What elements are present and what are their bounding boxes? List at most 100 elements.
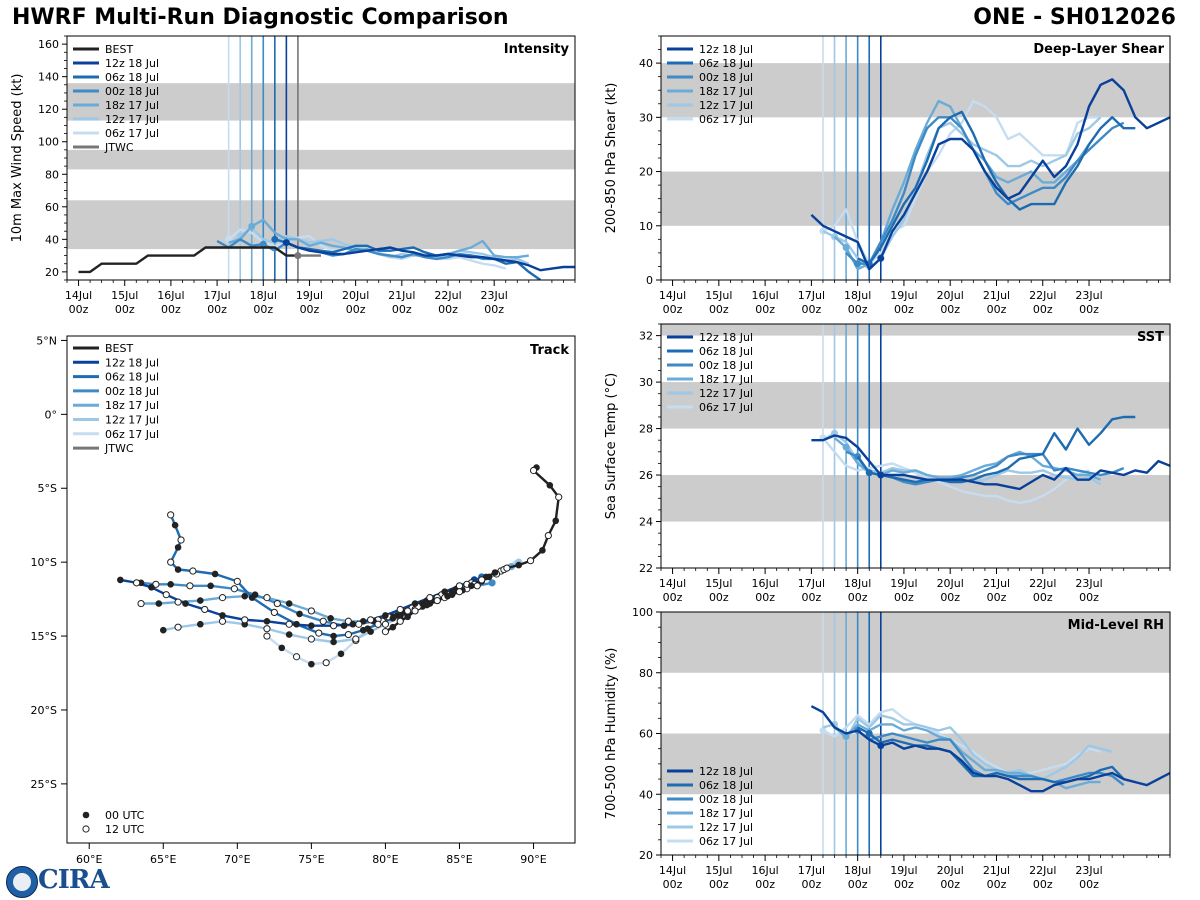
track-xtick-label: 90°E <box>520 853 546 866</box>
track-xtick-label: 60°E <box>76 853 102 866</box>
track-marker-12utc <box>426 594 434 602</box>
shear-xtick-label-day: 15Jul <box>705 289 732 302</box>
shear-xtick-label-day: 18Jul <box>844 289 871 302</box>
shear-ytick-label: 30 <box>639 111 653 124</box>
sst-xtick-label-hour: 00z <box>1079 591 1099 604</box>
track-marker-00utc <box>308 622 315 630</box>
intensity-init-point-12z-18-jul <box>282 239 290 247</box>
rh-xtick-label-day: 21Jul <box>983 864 1010 877</box>
shear-xtick-label-day: 23Jul <box>1075 289 1102 302</box>
intensity-ylabel: 10m Max Wind Speed (kt) <box>10 74 25 243</box>
sst-xtick-label-day: 19Jul <box>890 577 917 590</box>
track-marker-12utc <box>292 653 301 661</box>
track-marker-12utc <box>526 557 535 565</box>
track-ytick-label: 0° <box>45 408 58 421</box>
intensity-xtick-label-day: 19Jul <box>296 289 323 302</box>
track-marker-00utc <box>404 613 411 621</box>
sst-title: SST <box>1137 330 1164 345</box>
track-xtick-label: 75°E <box>298 853 324 866</box>
track-legend-label-12z-18-jul: 12z 18 Jul <box>105 356 159 369</box>
sst-xtick-label-day: 17Jul <box>798 577 825 590</box>
rh-xtick-label-hour: 00z <box>709 878 729 891</box>
rh-title: Mid-Level RH <box>1068 618 1164 633</box>
intensity-ytick-label: 160 <box>38 38 59 51</box>
shear-ytick-label: 10 <box>639 220 653 233</box>
sst-xtick-label-hour: 00z <box>848 591 868 604</box>
rh-series-06z-18-jul <box>857 726 1136 784</box>
track-marker-12utc <box>433 596 441 605</box>
rh-legend-label-12z-18-jul: 12z 18 Jul <box>699 765 753 778</box>
shear-ytick-label: 40 <box>639 57 653 70</box>
track-legend-label-jtwc: JTWC <box>104 442 134 455</box>
rh-ylabel: 700-500 hPa Humidity (%) <box>604 648 619 820</box>
intensity-xtick-label-hour: 00z <box>161 303 181 316</box>
rh-panel: 2040608010014Jul00z15Jul00z16Jul00z17Jul… <box>604 606 1171 891</box>
sst-series-06z-18-jul <box>856 415 1136 484</box>
rh-xtick-label-day: 22Jul <box>1029 864 1056 877</box>
track-marker-00utc <box>248 594 256 601</box>
track-marker-12utc <box>329 622 338 630</box>
rh-legend-label-12z-17-jul: 12z 17 Jul <box>699 821 753 834</box>
track-marker-00utc <box>411 600 419 607</box>
intensity-xtick-label-day: 20Jul <box>342 289 369 302</box>
sst-band-2 <box>661 324 1170 336</box>
rh-xtick-label-day: 18Jul <box>844 864 871 877</box>
track-marker-00utc <box>167 581 174 588</box>
track-marker-12utc <box>133 579 141 587</box>
intensity-ytick-label: 80 <box>45 168 59 181</box>
shear-legend-label-06z-18-jul: 06z 18 Jul <box>699 57 753 70</box>
rh-xtick-label-hour: 00z <box>801 878 821 891</box>
rh-series-12z-17-jul <box>822 714 1113 781</box>
track-marker-12utc <box>315 629 323 637</box>
track-legend-label-06z-18-jul: 06z 18 Jul <box>105 371 159 384</box>
track-marker-00utc <box>207 582 214 590</box>
cira-logo: CIRA <box>4 864 114 898</box>
track-ytick-label: 5°N <box>36 334 57 347</box>
rh-init-point-18z-17-jul <box>842 733 850 741</box>
intensity-init-point-18z-17-jul <box>248 222 256 230</box>
track-marker-12utc <box>478 576 486 584</box>
track-marker-12utc <box>273 599 281 608</box>
shear-title: Deep-Layer Shear <box>1033 42 1164 57</box>
intensity-title: Intensity <box>504 42 570 57</box>
track-marker-00utc <box>327 615 334 622</box>
rh-series-12z-18-jul <box>810 705 1170 793</box>
sst-ytick-label: 24 <box>639 516 653 529</box>
intensity-xtick-label-day: 15Jul <box>111 289 138 302</box>
track-marker-00utc <box>263 617 271 625</box>
shear-xtick-label-day: 19Jul <box>890 289 917 302</box>
intensity-xtick-label-day: 22Jul <box>434 289 461 302</box>
sst-xtick-label-day: 18Jul <box>844 577 871 590</box>
track-marker-12utc <box>396 605 404 614</box>
track-xtick-label: 70°E <box>224 853 250 866</box>
track-xtick-label: 80°E <box>372 853 398 866</box>
rh-xtick-label-hour: 00z <box>663 878 683 891</box>
sst-xtick-label-day: 22Jul <box>1029 577 1056 590</box>
intensity-ytick-label: 20 <box>45 266 59 279</box>
intensity-ytick-label: 140 <box>38 71 59 84</box>
track-marker-00utc <box>359 626 367 634</box>
intensity-xtick-label-hour: 00z <box>484 303 504 316</box>
intensity-xtick-label-hour: 00z <box>392 303 412 316</box>
track-marker-12utc <box>263 632 271 640</box>
track-marker-00utc <box>285 600 293 607</box>
track-marker-00utc <box>219 612 226 619</box>
intensity-xtick-label-hour: 00z <box>300 303 320 316</box>
track-marker-00utc <box>367 628 374 635</box>
intensity-xtick-label-day: 16Jul <box>157 289 184 302</box>
track-ytick-label: 5°S <box>38 482 57 495</box>
track-legend-label-best: BEST <box>105 342 133 355</box>
track-marker-12utc <box>174 598 182 606</box>
shear-xtick-label-hour: 00z <box>848 303 868 316</box>
track-marker-00utc <box>546 481 554 489</box>
sst-ylabel: Sea Surface Temp (°C) <box>604 373 619 520</box>
track-marker-12utc <box>167 558 175 566</box>
intensity-legend-label-12z-18-jul: 12z 18 Jul <box>105 57 159 70</box>
track-marker-12utc <box>174 623 182 631</box>
track-marker-00utc <box>285 631 293 638</box>
rh-series-06z-17-jul <box>822 708 1101 775</box>
sst-xtick-label-day: 20Jul <box>937 577 964 590</box>
rh-xtick-label-day: 20Jul <box>937 864 964 877</box>
rh-ytick-label: 100 <box>632 606 653 619</box>
track-marker-12utc <box>177 536 185 544</box>
